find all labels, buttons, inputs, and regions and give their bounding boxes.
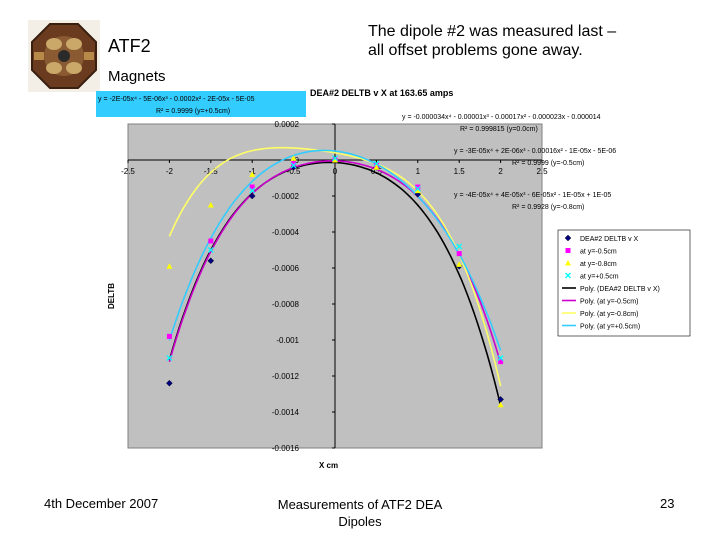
fit-r-squared-1: R² = 0.999815 (y=0.0cm): [460, 126, 538, 133]
y-tick-label: -0.0002: [272, 192, 300, 201]
x-tick-label: -2.5: [121, 167, 135, 176]
annotation-highlight: [96, 91, 306, 117]
x-tick-label: 2.5: [536, 167, 548, 176]
data-point-series-0: [248, 192, 256, 200]
x-marker-stroke: [456, 243, 463, 250]
data-point-series-0: [207, 257, 215, 265]
y-tick-label: -0.0004: [272, 228, 300, 237]
legend-entry: Poly. (at y=-0.8cm): [580, 311, 638, 318]
legend-marker: [565, 272, 571, 279]
y-tick-label: 0: [295, 156, 300, 165]
x-marker-stroke: [290, 162, 297, 169]
footer-caption: Measurements of ATF2 DEA Dipoles: [260, 496, 460, 530]
x-tick-label: 1.5: [454, 167, 466, 176]
data-point-series-1: [456, 251, 462, 257]
y-tick-label: -0.0008: [272, 300, 300, 309]
data-point-series-0: [166, 379, 173, 387]
x-tick-label: -0.5: [287, 167, 301, 176]
y-tick-label: 0.0002: [275, 120, 300, 129]
y-tick-label: -0.0014: [272, 408, 300, 417]
x-marker-stroke: [207, 247, 214, 253]
legend-entry: Poly. (at y=+0.5cm): [580, 324, 640, 331]
data-point-series-2: [497, 401, 504, 408]
legend-entry: at y=-0.5cm: [580, 249, 617, 256]
fit-r-squared-0: R² = 0.9999 (y=+0.5cm): [156, 108, 230, 115]
y-axis-label: DELTB: [107, 283, 116, 309]
legend-marker: [565, 260, 571, 266]
headline-line-2: all offset problems gone away.: [368, 42, 583, 59]
x-tick-label: -1: [249, 167, 257, 176]
x-marker-stroke: [332, 155, 338, 162]
x-marker-stroke: [414, 185, 421, 192]
data-point-series-2: [373, 164, 380, 170]
data-point-series-3: [373, 160, 380, 167]
x-marker-stroke: [249, 187, 256, 194]
footer-date: 4th December 2007: [44, 496, 159, 511]
legend-marker: [565, 248, 571, 253]
legend-marker: [564, 234, 572, 242]
data-point-series-1: [498, 359, 504, 365]
x-marker-stroke: [565, 272, 571, 279]
data-point-series-3: [414, 185, 421, 192]
data-point-series-3: [207, 247, 214, 253]
fit-r-squared-3: R² = 0.9928 (y=-0.8cm): [512, 204, 584, 211]
data-point-series-1: [291, 161, 297, 167]
y-tick-label: -0.0006: [272, 264, 300, 273]
x-tick-label: 0: [333, 167, 338, 176]
y-tick-label: -0.001: [276, 336, 299, 345]
data-point-series-2: [249, 171, 256, 177]
fit-equation-0: y = -2E-05x⁴ - 5E-06x³ - 0.0002x² - 2E-0…: [98, 96, 255, 103]
x-marker-stroke: [166, 355, 173, 361]
data-point-series-1: [208, 238, 214, 244]
x-marker-stroke: [497, 355, 504, 361]
legend-entry: Poly. (at y=-0.5cm): [580, 299, 638, 306]
deltb-chart: -2.5-2-1.5-1-0.500.511.522.50.00020-0.00…: [96, 88, 691, 470]
legend-entry: at y=-0.8cm: [580, 261, 617, 268]
fit-curve-3: [168, 149, 502, 351]
data-point-series-2: [332, 157, 338, 163]
chart-title: DEA#2 DELTB v X at 163.65 amps: [310, 88, 453, 98]
footer-caption-line-2: Dipoles: [338, 514, 382, 529]
x-marker-stroke: [373, 160, 380, 167]
legend-box: [557, 229, 691, 337]
data-point-series-3: [290, 162, 297, 169]
x-tick-label: 2: [498, 167, 503, 176]
x-axis-label: X cm: [319, 461, 338, 470]
data-point-series-1: [166, 333, 172, 339]
x-tick-label: -2: [166, 167, 174, 176]
slide-subtitle: Magnets: [108, 68, 166, 85]
slide-headline: The dipole #2 was measured last – all of…: [368, 22, 668, 60]
magnet-logo-icon: [28, 20, 100, 92]
fit-r-squared-2: R² = 0.9999 (y=-0.5cm): [512, 160, 584, 167]
fit-curve-2: [168, 146, 502, 387]
page-number: 23: [660, 496, 675, 511]
data-point-series-2: [207, 202, 214, 208]
y-tick-label: -0.0016: [272, 444, 300, 453]
slide-title: ATF2: [108, 36, 151, 56]
data-point-series-3: [497, 355, 504, 361]
fit-equation-3: y = -4E-05x⁴ + 4E-05x³ - 6E-05x² - 1E-05…: [454, 192, 611, 199]
data-point-series-2: [456, 261, 463, 267]
legend-entry: Poly. (DEA#2 DELTB v X): [580, 286, 660, 293]
data-point-series-3: [166, 355, 173, 361]
y-tick-label: -0.0012: [272, 372, 300, 381]
data-point-series-2: [166, 263, 173, 269]
data-point-series-1: [415, 184, 421, 190]
fit-equation-1: y = -0.000034x⁴ - 0.00001x³ - 0.00017x² …: [402, 114, 601, 121]
data-point-series-1: [249, 184, 255, 190]
data-point-series-3: [332, 155, 338, 162]
legend-entry: DEA#2 DELTB v X: [580, 236, 639, 243]
x-tick-label: 1: [416, 167, 421, 176]
legend-entry: at y=+0.5cm: [580, 274, 619, 281]
fit-equation-2: y = -3E-05x⁴ + 2E-06x³ - 0.00016x² - 1E-…: [454, 148, 616, 155]
data-point-series-3: [456, 243, 463, 250]
data-point-series-2: [414, 187, 421, 194]
headline-line-1: The dipole #2 was measured last –: [368, 23, 617, 40]
data-point-series-2: [290, 155, 297, 161]
footer-caption-line-1: Measurements of ATF2 DEA: [277, 497, 443, 512]
data-point-series-3: [249, 187, 256, 194]
x-tick-label: 0.5: [371, 167, 383, 176]
